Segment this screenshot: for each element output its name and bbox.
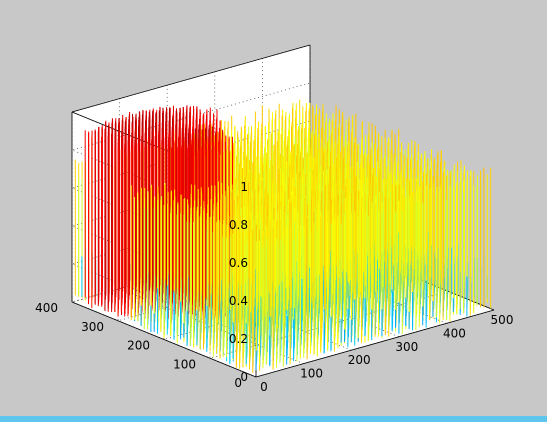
z-tick-label: 0 (240, 370, 248, 384)
x-tick-label: 200 (348, 353, 371, 367)
x-tick-label: 0 (260, 380, 268, 394)
z-tick-label: 1 (240, 180, 248, 194)
tick-labels: 0 0.2 0.4 0.6 0.8 1 0 100 200 300 400 500 0 100 200 300… (35, 180, 513, 394)
y-tick-label: 400 (35, 301, 58, 315)
z-tick-label: 0.8 (229, 218, 248, 232)
y-tick-label: 300 (81, 320, 104, 334)
z-tick-label: 0.6 (229, 256, 248, 270)
x-tick-label: 400 (443, 326, 466, 340)
window-bottom-bar (0, 416, 547, 422)
z-tick-label: 0.2 (229, 332, 248, 346)
y-tick-label: 100 (173, 357, 196, 371)
surface-mesh (74, 99, 492, 373)
y-tick-label: 0 (234, 376, 242, 390)
x-tick-label: 100 (300, 367, 323, 381)
y-tick-label: 200 (127, 339, 150, 353)
x-tick-label: 500 (491, 313, 514, 327)
z-tick-label: 0.4 (229, 294, 248, 308)
x-tick-label: 300 (395, 340, 418, 354)
